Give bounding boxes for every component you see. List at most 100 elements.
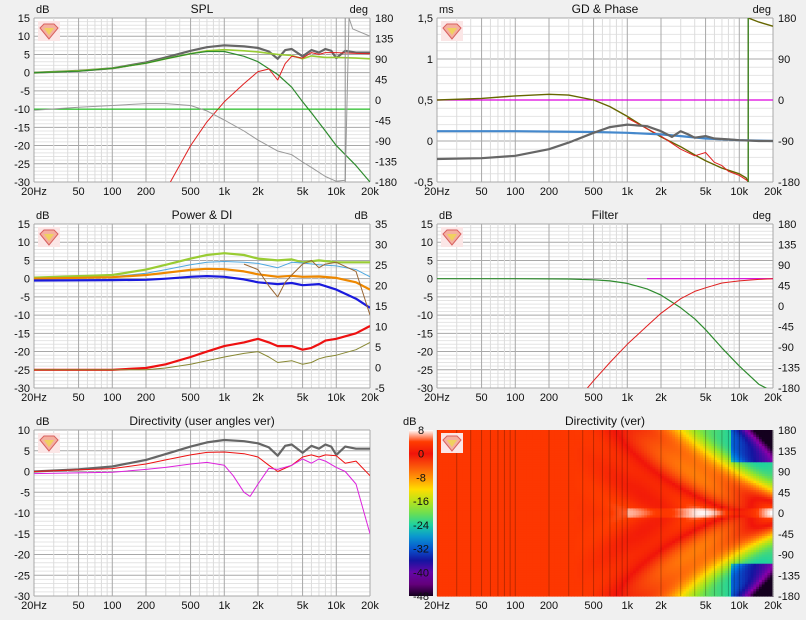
y-tick-label: -5 — [20, 487, 30, 499]
directivity-heatmap-svg: 8 0 -8 -16 -24 -32 -40 -48 Directivity (ver) dB 18… — [403, 414, 800, 612]
y-tick-label: 0,5 — [418, 95, 433, 107]
x-tick-label: 10k — [327, 186, 345, 198]
y-tick-label: 10 — [421, 237, 433, 249]
series-line-2 — [34, 261, 370, 280]
x-tick-label: 100 — [103, 392, 121, 404]
chart-title: Filter — [592, 208, 619, 222]
diamond-logo-icon — [38, 21, 60, 41]
y-tick-label: 1 — [427, 54, 433, 66]
y-tick-label: -30 — [14, 177, 30, 189]
y2-tick-label: -180 — [778, 383, 800, 395]
y-tick-label: -30 — [14, 383, 30, 395]
x-tick-label: 1k — [621, 186, 633, 198]
y-tick-label: -10 — [14, 104, 30, 116]
y2-tick-label: -135 — [375, 157, 397, 169]
x-tick-label: 20k — [764, 186, 782, 198]
x-tick-label: 500 — [181, 186, 199, 198]
filter-chart: Filter dB deg 15 10 5 0 -5 -10 -15 -20 -25 -30 180 135… — [403, 206, 806, 412]
x-tick-label: 2k — [252, 600, 264, 612]
y-tick-label: 10 — [18, 31, 30, 43]
y-tick-label: -0,5 — [414, 177, 433, 189]
x-tick-label: 20k — [764, 392, 782, 404]
series-line-3 — [34, 458, 370, 534]
series-line-2 — [437, 278, 768, 388]
gd-phase-svg: GD & Phase ms deg 1,5 1 0,5 0 -0,5 180 90 0 -90 -180… — [414, 2, 800, 198]
y-tick-label: 5 — [24, 446, 30, 458]
x-tick-label: 50 — [475, 186, 487, 198]
plot-area — [437, 224, 773, 388]
x-tick-label: 50 — [72, 600, 84, 612]
x-tick-label: 10k — [327, 600, 345, 612]
y2-tick-label: 45 — [778, 487, 790, 499]
x-tick-label: 5k — [700, 600, 712, 612]
x-tick-label: 200 — [540, 186, 558, 198]
x-tick-label: 20k — [361, 600, 379, 612]
colorbar-tick-label: 0 — [418, 449, 424, 461]
y2-tick-label: 180 — [778, 13, 796, 25]
y-tick-label: -30 — [14, 591, 30, 603]
y2-tick-label: -180 — [778, 591, 800, 603]
y-tick-label: 5 — [427, 255, 433, 267]
right-unit-label: deg — [753, 210, 771, 222]
y2-tick-label: 30 — [375, 240, 387, 252]
x-tick-label: 10k — [730, 186, 748, 198]
x-tick-label: 100 — [506, 186, 524, 198]
x-tick-label: 20Hz — [424, 600, 450, 612]
colorbar-tick-label: -16 — [413, 496, 429, 508]
y-tick-label: -15 — [14, 529, 30, 541]
x-tick-label: 10k — [327, 392, 345, 404]
y-tick-label: 5 — [24, 255, 30, 267]
x-tick-label: 50 — [72, 392, 84, 404]
x-tick-label: 20Hz — [21, 392, 47, 404]
x-tick-label: 500 — [584, 186, 602, 198]
y-tick-label: -25 — [417, 365, 433, 377]
y-tick-label: 15 — [421, 219, 433, 231]
chart-title: Directivity (ver) — [565, 414, 645, 428]
series-line-6 — [437, 123, 773, 161]
x-tick-label: 5k — [297, 186, 309, 198]
directivity-heatmap-chart: 8 0 -8 -16 -24 -32 -40 -48 Directivity (ver) dB 18… — [403, 412, 806, 620]
y-tick-label: -25 — [14, 570, 30, 582]
y-tick-label: 15 — [18, 13, 30, 25]
y2-tick-label: 180 — [778, 219, 796, 231]
y-tick-label: 0 — [24, 68, 30, 80]
colorbar-tick-label: -48 — [413, 591, 429, 603]
series-line-4 — [34, 274, 370, 309]
gd-phase-chart: GD & Phase ms deg 1,5 1 0,5 0 -0,5 180 90 0 -90 -180… — [403, 0, 806, 206]
y2-tick-label: 45 — [778, 281, 790, 293]
x-tick-label: 100 — [103, 600, 121, 612]
y-tick-label: -20 — [14, 347, 30, 359]
x-tick-label: 100 — [103, 186, 121, 198]
heatmap-field — [437, 430, 774, 597]
x-tick-label: 10k — [730, 392, 748, 404]
series-line-6 — [34, 325, 370, 371]
y2-tick-label: -180 — [778, 177, 800, 189]
y2-tick-label: 15 — [375, 301, 387, 313]
left-unit-label: dB — [36, 416, 49, 428]
series-line-4 — [169, 52, 370, 182]
x-tick-label: 200 — [137, 392, 155, 404]
x-tick-label: 2k — [655, 186, 667, 198]
y-tick-label: 0 — [427, 136, 433, 148]
diamond-logo-icon — [441, 227, 463, 247]
colorbar-tick-label: -32 — [413, 544, 429, 556]
series-line-1 — [34, 252, 370, 279]
y2-tick-label: 0 — [778, 508, 784, 520]
series-line-5 — [243, 259, 370, 316]
y2-tick-label: -90 — [778, 136, 794, 148]
colorbar-tick-label: -24 — [413, 520, 429, 532]
y2-tick-label: -45 — [778, 322, 794, 334]
y-tick-label: -20 — [14, 550, 30, 562]
x-tick-label: 500 — [181, 600, 199, 612]
x-tick-label: 20k — [764, 600, 782, 612]
x-tick-label: 50 — [72, 186, 84, 198]
diamond-logo-icon — [441, 21, 463, 41]
y2-tick-label: -90 — [778, 342, 794, 354]
x-tick-label: 1k — [218, 392, 230, 404]
x-tick-label: 500 — [584, 392, 602, 404]
x-tick-label: 1k — [218, 600, 230, 612]
y2-tick-label: 0 — [778, 301, 784, 313]
y2-tick-label: 10 — [375, 322, 387, 334]
y2-tick-label: 20 — [375, 281, 387, 293]
x-tick-label: 20Hz — [424, 392, 450, 404]
